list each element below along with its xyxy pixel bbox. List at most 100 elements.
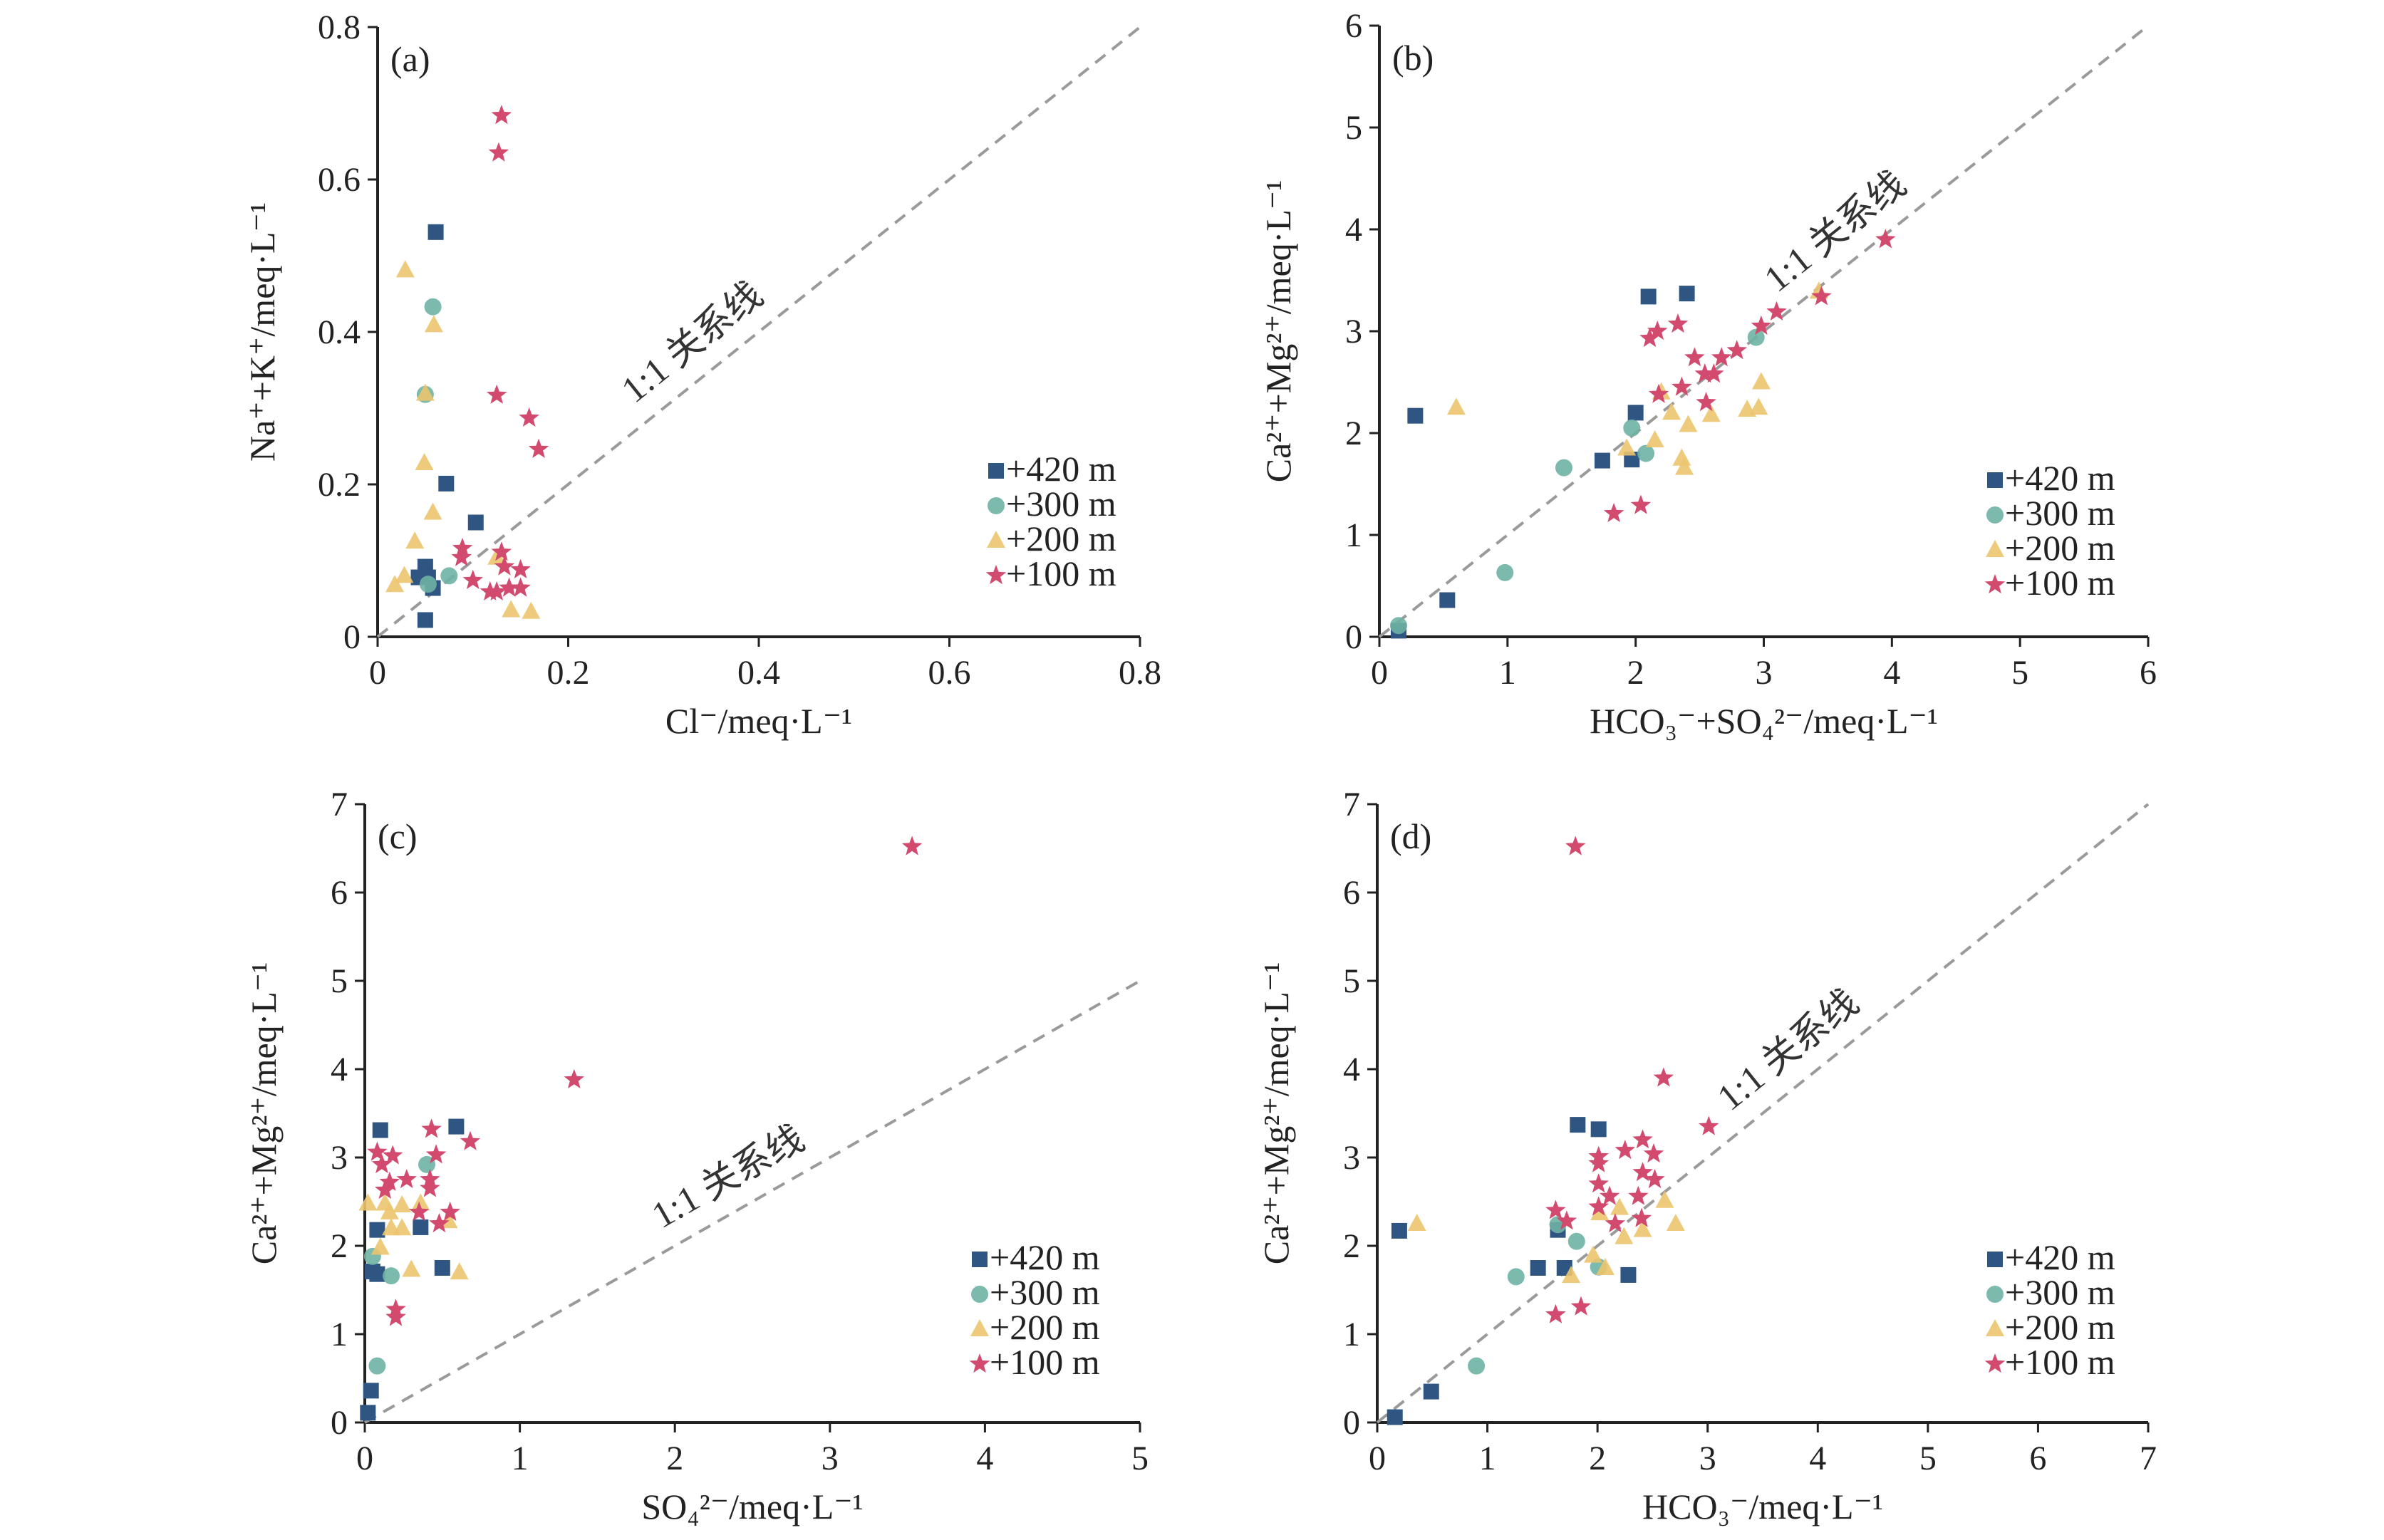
y-tick-label: 3 — [331, 1139, 348, 1177]
data-point — [1570, 1117, 1586, 1133]
series-200m — [385, 260, 541, 619]
data-point — [1766, 301, 1787, 321]
y-tick-label: 4 — [1343, 1051, 1360, 1088]
data-point — [1627, 405, 1644, 421]
y-tick-label: 0.2 — [318, 466, 361, 504]
data-point — [491, 541, 512, 561]
y-tick-label: 1 — [331, 1316, 348, 1353]
x-tick-label: 2 — [1589, 1440, 1606, 1477]
one-to-one-line — [1378, 24, 2150, 638]
data-point — [415, 383, 435, 401]
legend-marker — [1986, 1319, 2004, 1336]
x-tick-label: 0.4 — [737, 654, 780, 692]
data-point — [415, 453, 434, 471]
data-point — [1615, 1140, 1636, 1160]
series-200m — [1446, 281, 1828, 475]
series-100m — [367, 836, 923, 1326]
y-axis-title: Ca²⁺+Mg²⁺/meq·L⁻¹ — [244, 962, 284, 1265]
data-point — [1620, 1266, 1637, 1283]
one-to-one-line — [1376, 803, 2150, 1424]
y-tick-label: 3 — [1345, 313, 1362, 350]
legend-marker — [988, 463, 1004, 479]
legend: +420 m+300 m+200 m+100 m — [1984, 1237, 2115, 1382]
x-tick-label: 2 — [666, 1440, 683, 1477]
y-tick-label: 4 — [331, 1051, 348, 1088]
data-point — [1610, 1197, 1629, 1215]
legend-marker — [1987, 472, 2003, 488]
data-point — [438, 475, 455, 491]
data-point — [1632, 1162, 1653, 1182]
y-tick-label: 6 — [331, 874, 348, 912]
data-point — [393, 1195, 412, 1212]
data-point — [367, 1141, 388, 1161]
data-point — [499, 577, 519, 597]
legend-marker — [969, 1353, 990, 1373]
panel-b: 0 1 2 3 4 5 6 0 1 2 3 4 5 6 HCO₃⁻+SO₄²⁻/meq·L⁻¹ Ca²⁺+Mg… — [1258, 7, 2157, 741]
series-420m — [360, 1118, 465, 1421]
y-tick-label: 0 — [1345, 618, 1362, 656]
data-point — [1615, 1227, 1634, 1244]
y-axis-title: Ca²⁺+Mg²⁺/meq·L⁻¹ — [1258, 180, 1298, 483]
x-tick-label: 3 — [1699, 1440, 1716, 1477]
data-point — [369, 1222, 385, 1238]
x-tick-label: 1 — [512, 1440, 529, 1477]
data-point — [1711, 347, 1732, 367]
data-point — [393, 1218, 412, 1236]
data-point — [1555, 459, 1572, 477]
legend-label: +100 m — [1006, 553, 1116, 593]
legend: +420 m+300 m+200 m+100 m — [1984, 458, 2115, 603]
x-tick-label: 3 — [822, 1440, 839, 1477]
data-point — [460, 1130, 481, 1150]
y-tick-label: 2 — [331, 1227, 348, 1265]
y-tick-label: 0.8 — [318, 9, 361, 46]
data-point — [1599, 1185, 1620, 1205]
data-point — [1655, 1190, 1674, 1208]
one-to-one-line-label: 1:1 关系线 — [646, 1118, 812, 1237]
legend-marker — [970, 1319, 989, 1336]
panel-label: (a) — [390, 39, 430, 79]
data-point — [1645, 430, 1664, 448]
x-tick-label: 7 — [2140, 1440, 2157, 1477]
data-point — [462, 569, 483, 589]
data-point — [1630, 494, 1652, 514]
panel-label: (d) — [1390, 816, 1431, 856]
data-point — [1590, 1121, 1607, 1138]
data-point — [1545, 1304, 1566, 1323]
legend: +420 m+300 m+200 m+100 m — [985, 449, 1116, 593]
y-tick-label: 5 — [1343, 962, 1360, 1000]
x-tick-label: 4 — [1809, 1440, 1826, 1477]
y-tick-label: 7 — [331, 786, 348, 823]
data-point — [1672, 376, 1692, 396]
legend: +420 m+300 m+200 m+100 m — [969, 1237, 1100, 1382]
legend-label: +100 m — [2005, 1342, 2115, 1382]
data-point — [380, 1202, 399, 1219]
data-point — [1588, 1196, 1609, 1216]
data-point — [1637, 444, 1655, 462]
data-point — [427, 224, 444, 240]
data-point — [1387, 1409, 1403, 1425]
y-tick-label: 3 — [1343, 1139, 1360, 1177]
data-point — [370, 1237, 390, 1255]
data-point — [1648, 383, 1669, 403]
data-point — [1468, 1357, 1486, 1375]
data-point — [494, 556, 515, 576]
data-point — [1647, 321, 1668, 340]
x-tick-label: 0 — [356, 1440, 373, 1477]
panel-d: 0 1 2 3 4 5 6 7 0 1 2 3 4 5 6 7 HCO₃⁻/meq·L⁻¹ Ca²⁺+Mg²⁺/m… — [1256, 786, 2157, 1526]
data-point — [1595, 1258, 1615, 1275]
data-point — [1696, 392, 1716, 412]
data-point — [408, 1201, 430, 1221]
data-point — [1667, 313, 1689, 333]
x-tick-label: 1 — [1499, 654, 1516, 692]
data-point — [1423, 1383, 1439, 1400]
legend-marker — [987, 531, 1005, 548]
data-point — [1407, 1214, 1426, 1231]
x-axis-title: Cl⁻/meq·L⁻¹ — [665, 701, 852, 741]
legend-label: +420 m — [990, 1237, 1100, 1277]
y-tick-label: 6 — [1343, 874, 1360, 912]
data-point — [467, 514, 484, 531]
data-point — [419, 576, 437, 593]
x-tick-label: 0.8 — [1119, 654, 1161, 692]
data-point — [488, 142, 509, 162]
legend-label: +200 m — [2005, 1307, 2115, 1347]
